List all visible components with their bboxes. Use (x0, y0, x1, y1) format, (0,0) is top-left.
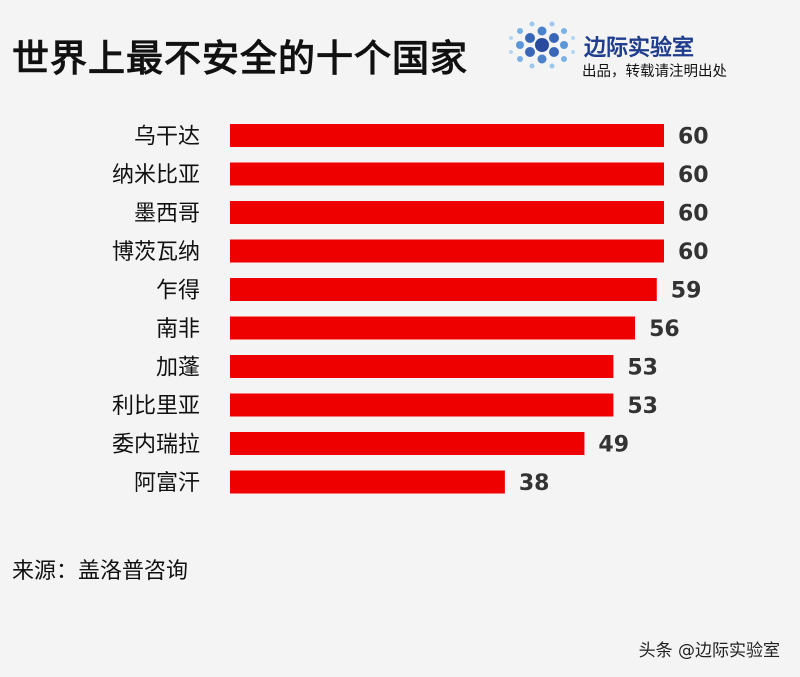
category-label: 纳米比亚 (112, 163, 200, 188)
data-label: 60 (678, 240, 709, 265)
category-label: 乌干达 (134, 125, 200, 150)
bar (230, 239, 664, 263)
category-label: 墨西哥 (134, 202, 200, 227)
bar (230, 201, 664, 224)
source-note: 来源：盖洛普咨询 (12, 559, 189, 584)
bar (230, 316, 636, 340)
category-label: 利比里亚 (112, 394, 200, 419)
bar (230, 124, 664, 147)
bar (230, 355, 614, 378)
category-label: 博茨瓦纳 (112, 240, 200, 265)
category-label: 委内瑞拉 (112, 433, 200, 458)
data-label: 60 (678, 163, 709, 188)
data-label: 53 (627, 394, 658, 419)
bar (230, 432, 585, 455)
data-label: 49 (598, 433, 629, 458)
data-label: 53 (627, 356, 658, 381)
chart-title: 世界上最不安全的十个国家 (12, 37, 468, 80)
brand-name: 边际实验室 (584, 36, 695, 61)
molecule-logo-icon (509, 21, 575, 69)
data-label: 56 (649, 317, 680, 342)
data-label: 59 (671, 279, 702, 304)
bar (230, 278, 657, 301)
category-label: 加蓬 (156, 356, 200, 381)
bar (230, 393, 614, 417)
bar (230, 470, 505, 494)
category-label: 乍得 (156, 279, 200, 304)
data-label: 60 (678, 202, 709, 227)
watermark: 头条 @边际实验室 (638, 641, 780, 661)
bar-chart: 乌干达 60 纳米比亚 60 墨西哥 60 博茨瓦纳 60 乍得 59 南非 56 加蓬 53 利比里亚 53… (112, 124, 709, 496)
brand-subtitle: 出品，转载请注明出处 (582, 64, 727, 80)
bar (230, 162, 664, 186)
category-label: 阿富汗 (134, 471, 200, 496)
category-label: 南非 (156, 317, 200, 342)
data-label: 38 (519, 471, 550, 496)
data-label: 60 (678, 125, 709, 150)
